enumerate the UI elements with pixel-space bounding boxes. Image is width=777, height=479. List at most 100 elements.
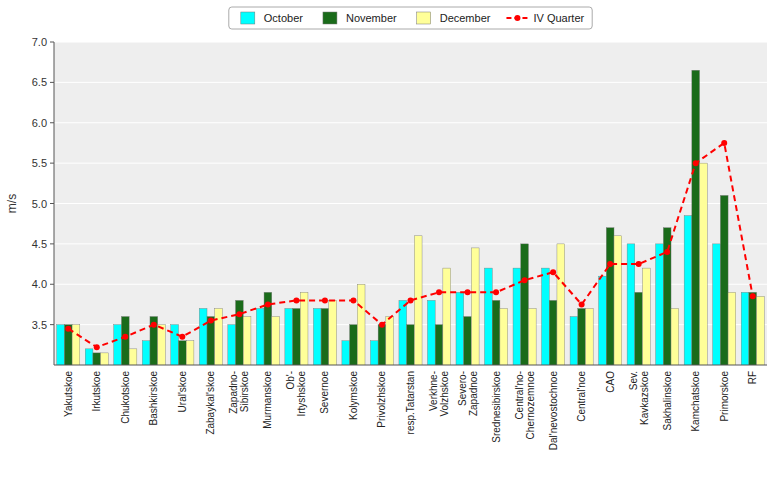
x-tick-label: CAO	[605, 371, 616, 393]
legend-label: IV Quarter	[533, 12, 584, 24]
bar	[150, 317, 158, 365]
bar	[414, 236, 422, 365]
line-marker	[122, 334, 128, 340]
legend-label: December	[440, 12, 491, 24]
x-tick-label: RF	[747, 371, 758, 384]
x-tick-label-line: Kavkazskoe	[639, 371, 650, 425]
bar	[114, 325, 122, 365]
bar	[427, 300, 435, 365]
bar	[85, 349, 93, 365]
bar	[671, 308, 679, 365]
grid-line	[54, 203, 767, 204]
legend-label: October	[264, 12, 303, 24]
marks	[57, 70, 765, 365]
bar	[228, 325, 236, 365]
bar	[93, 353, 101, 365]
bar	[264, 292, 272, 365]
x-tick-label-line: Yakutskoe	[63, 371, 74, 417]
bar	[492, 300, 500, 365]
line-marker	[236, 311, 242, 317]
x-tick-label: Severnoe	[319, 371, 330, 414]
bar	[378, 325, 386, 365]
y-axis-line	[54, 42, 55, 365]
bar	[757, 296, 765, 365]
line-marker	[436, 289, 442, 295]
bar	[57, 325, 65, 365]
bar	[329, 300, 337, 365]
bar	[749, 292, 757, 365]
y-tick	[50, 42, 54, 43]
x-tick-label: Sev.Kavkazskoe	[628, 371, 650, 425]
bar	[485, 268, 493, 365]
x-tick-label-line: resp.Tatarstan	[405, 371, 416, 434]
x-tick-label: Srednesibirskoe	[491, 371, 502, 443]
bar	[293, 308, 301, 365]
bar	[521, 244, 529, 365]
bar	[199, 308, 207, 365]
y-tick-label: 4.5	[32, 238, 47, 250]
bar	[549, 300, 557, 365]
bar	[370, 341, 378, 365]
bar	[342, 341, 350, 365]
legend-item: IV Quarter	[506, 12, 584, 24]
x-tick-label-line: Ural'skoe	[177, 371, 188, 413]
y-tick-label: 7.0	[32, 36, 47, 48]
bar	[570, 317, 578, 365]
bar	[272, 317, 280, 365]
legend-marker	[514, 15, 520, 21]
x-tick-label-line: Volzhskoe	[439, 371, 450, 417]
y-axis-label: m/s	[5, 194, 19, 213]
line-series	[65, 140, 755, 350]
chart: 3.54.04.55.05.56.06.57.0YakutskoeIrkutsk…	[0, 0, 777, 479]
bar	[700, 163, 708, 365]
line-marker	[522, 277, 528, 283]
x-tick-label-line: RF	[747, 371, 758, 384]
bar	[471, 248, 479, 365]
x-tick-label: resp.Tatarstan	[405, 371, 416, 434]
line-marker	[65, 326, 71, 332]
x-tick-label-line: Sakhalinskoe	[662, 371, 673, 431]
legend-label: November	[346, 12, 397, 24]
bar	[728, 292, 736, 365]
bar	[542, 268, 550, 365]
bar	[663, 228, 671, 365]
x-tick-label-line: Severnoe	[319, 371, 330, 414]
legend-swatch	[417, 12, 431, 24]
grid-line	[54, 122, 767, 123]
bar	[585, 308, 593, 365]
line-marker	[322, 297, 328, 303]
bar	[178, 341, 186, 365]
y-tick-label: 4.0	[32, 278, 47, 290]
x-tick-label-line: Verkhnе-	[428, 371, 439, 411]
line-marker	[293, 297, 299, 303]
bar	[207, 317, 215, 365]
y-tick	[50, 284, 54, 285]
x-axis: Yakutskoe Irkutskoe Chukotskoe Bashkirskoe U…	[63, 371, 758, 451]
line-marker	[579, 301, 585, 307]
bar	[713, 244, 721, 365]
line-marker	[94, 344, 100, 350]
x-tick-label: Zabaykal'skoe	[205, 371, 216, 435]
x-tick-label-line: CAO	[605, 371, 616, 393]
line-marker	[350, 297, 356, 303]
x-tick-label: Primorskoe	[719, 371, 730, 422]
line	[68, 143, 752, 347]
legend-swatch	[323, 12, 337, 24]
line-marker	[550, 269, 556, 275]
x-tick-label-line: Ob'-	[285, 371, 296, 390]
bar-series	[64, 70, 756, 365]
grid-line	[54, 163, 767, 164]
bar	[692, 70, 700, 365]
bar	[285, 308, 293, 365]
x-tick-label-line: Irkutskoe	[91, 371, 102, 412]
x-tick-label-line: Dal'nevostochnoe	[548, 371, 559, 451]
x-tick-label: Kamchatskoe	[690, 371, 701, 432]
bar	[256, 308, 264, 365]
y-tick-label: 5.0	[32, 198, 47, 210]
x-tick-label-line: Kolymskoe	[348, 371, 359, 420]
bar-series	[57, 216, 749, 365]
x-tick-label-line: Sibirskoe	[239, 371, 250, 413]
x-tick-label-line: Bashkirskoe	[148, 371, 159, 426]
x-tick-label: Chukotskoe	[120, 371, 131, 424]
bar	[435, 325, 443, 365]
